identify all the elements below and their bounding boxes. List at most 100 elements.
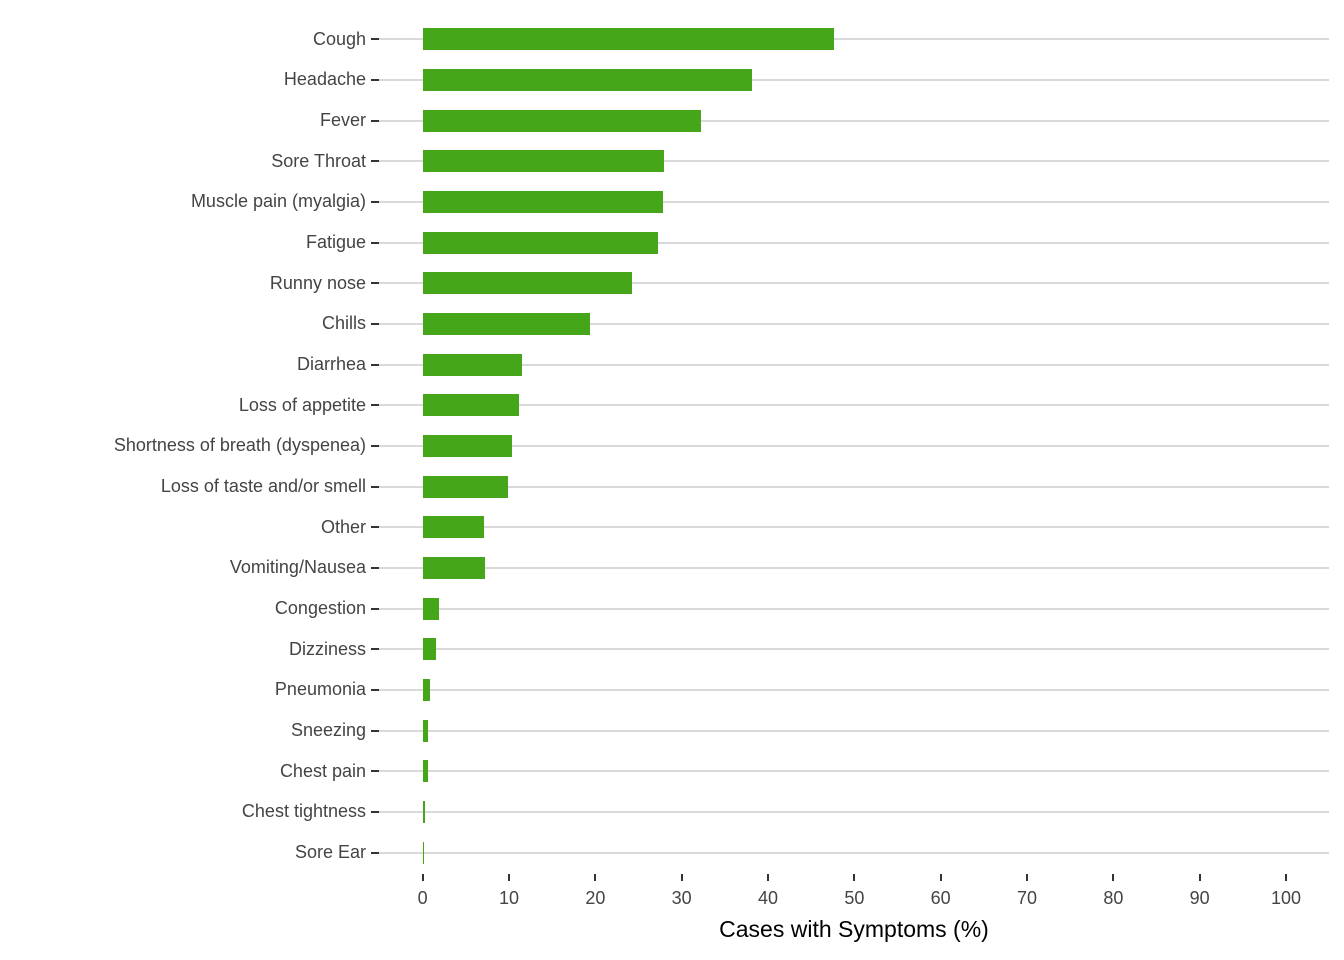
gridline — [379, 607, 1329, 610]
bar — [422, 841, 424, 864]
gridline — [379, 160, 1329, 163]
y-tick-mark — [371, 282, 379, 285]
y-tick-mark — [371, 404, 379, 407]
bar — [422, 353, 522, 376]
bar-row — [379, 426, 1329, 467]
x-tick-mark — [1285, 874, 1287, 881]
bar-row — [379, 629, 1329, 670]
bar-row — [379, 304, 1329, 345]
gridline — [379, 526, 1329, 529]
bar — [422, 312, 591, 335]
bar — [422, 109, 701, 132]
y-tick-mark — [371, 526, 379, 529]
gridline — [379, 363, 1329, 366]
gridline — [379, 404, 1329, 407]
x-tick-mark — [853, 874, 856, 881]
y-tick-mark — [371, 445, 379, 447]
bar — [422, 760, 428, 783]
y-tick-mark — [371, 241, 379, 244]
bar-row — [379, 100, 1329, 141]
gridline — [379, 282, 1329, 285]
category-label: Fatigue — [305, 232, 366, 253]
gridline — [379, 851, 1329, 854]
category-label: Chest tightness — [241, 801, 366, 822]
y-tick-mark — [371, 648, 379, 651]
category-label: Runny nose — [269, 272, 366, 293]
bar-row — [379, 832, 1329, 873]
category-label: Chills — [321, 313, 366, 334]
y-tick-mark — [371, 729, 379, 732]
category-label: Sore Ear — [294, 842, 366, 863]
category-label: Sore Throat — [271, 150, 366, 171]
category-label: Fever — [319, 110, 366, 131]
category-label: Pneumonia — [274, 679, 366, 700]
gridline — [379, 200, 1329, 203]
x-tick-label: 60 — [930, 888, 951, 908]
category-label: Chest pain — [279, 760, 366, 781]
category-label: Vomiting/Nausea — [229, 557, 366, 578]
bar-row — [379, 263, 1329, 304]
x-tick-mark — [1026, 874, 1028, 881]
bar — [422, 719, 428, 742]
y-tick-mark — [371, 567, 379, 569]
bar — [422, 68, 752, 91]
x-tick-label: 90 — [1189, 888, 1210, 908]
bar — [422, 597, 440, 620]
gridline — [379, 322, 1329, 325]
x-tick-mark — [594, 874, 597, 881]
x-tick-label: 70 — [1016, 888, 1038, 908]
y-axis: Cough Headache Fever Sore Throat Muscle pain… — [0, 19, 366, 873]
x-axis-title: Cases with Symptoms (%) — [719, 916, 989, 942]
x-tick-mark — [680, 874, 683, 881]
x-tick-label: 40 — [758, 888, 779, 908]
bar-row — [379, 670, 1329, 711]
bar — [422, 190, 663, 213]
x-tick-label: 50 — [844, 888, 865, 908]
gridline — [379, 78, 1329, 81]
gridline — [379, 444, 1329, 447]
bar-row — [379, 588, 1329, 629]
x-tick-mark — [1198, 874, 1201, 881]
category-label: Sneezing — [290, 720, 366, 741]
category-label: Shortness of breath (dyspenea) — [113, 435, 366, 456]
bar — [422, 394, 519, 417]
category-label: Loss of taste and/or smell — [160, 476, 366, 497]
category-label: Muscle pain (myalgia) — [190, 191, 366, 212]
gridline — [379, 810, 1329, 813]
x-tick-label: 30 — [671, 888, 692, 908]
y-tick-mark — [371, 160, 379, 163]
bar — [422, 475, 509, 498]
y-tick-mark — [371, 201, 379, 203]
category-label: Headache — [283, 69, 366, 90]
bar-row — [379, 141, 1329, 182]
category-label: Dizziness — [288, 638, 366, 659]
gridline — [379, 648, 1329, 651]
category-label: Loss of appetite — [238, 394, 366, 415]
x-tick-label: 10 — [499, 888, 520, 908]
x-tick-mark — [767, 874, 770, 881]
x-tick-label: 20 — [585, 888, 606, 908]
gridline — [379, 119, 1329, 122]
bar — [422, 800, 426, 823]
y-tick-mark — [371, 119, 379, 122]
x-tick-label: 0 — [417, 888, 428, 908]
bar-row — [379, 548, 1329, 589]
gridline — [379, 566, 1329, 569]
bar-row — [379, 344, 1329, 385]
y-tick-mark — [371, 485, 379, 488]
bar-row — [379, 385, 1329, 426]
gridline — [379, 38, 1329, 41]
x-tick-mark — [939, 874, 942, 881]
x-tick-mark — [1112, 874, 1115, 881]
bar — [422, 638, 436, 661]
bar — [422, 434, 512, 457]
bar-row — [379, 792, 1329, 833]
category-label: Other — [320, 516, 366, 537]
bar-row — [379, 751, 1329, 792]
bar — [422, 231, 659, 254]
gridline — [379, 241, 1329, 244]
y-tick-mark — [371, 811, 379, 813]
bar — [422, 28, 834, 51]
y-tick-mark — [371, 79, 379, 81]
bar — [422, 516, 484, 539]
